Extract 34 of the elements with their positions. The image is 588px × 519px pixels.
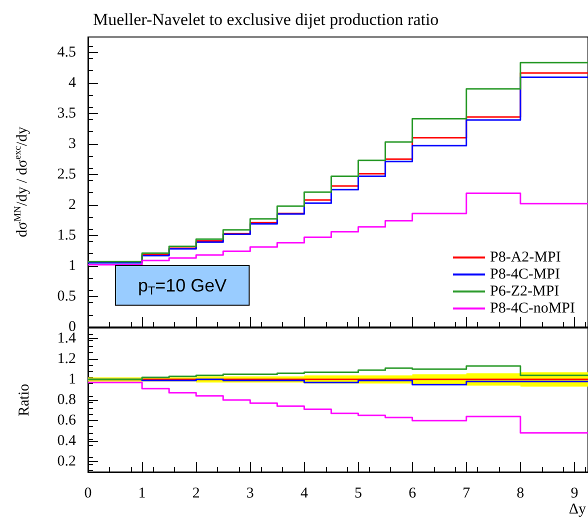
y-axis-title: dσMN/dy / dσexc/dy <box>12 126 30 238</box>
legend-label: P8-A2-MPI <box>490 250 561 266</box>
chart-title: Mueller-Navelet to exclusive dijet production ratio <box>93 10 439 29</box>
legend-label: P8-4C-noMPI <box>490 300 576 316</box>
y-tick-label: 2.5 <box>57 166 76 182</box>
y-axis-title: Ratio <box>16 384 32 416</box>
x-tick-label: 6 <box>408 486 417 502</box>
x-tick-label: 8 <box>516 486 524 502</box>
y-tick-label: 0.8 <box>57 392 76 408</box>
x-tick-label: 7 <box>462 486 471 502</box>
y-tick-label: 3 <box>68 136 76 152</box>
y-tick-label: 1 <box>68 371 76 388</box>
y-tick-label: 1.4 <box>57 330 76 346</box>
y-tick-label: 1.2 <box>57 350 76 367</box>
x-tick-label: 4 <box>300 486 308 502</box>
y-tick-label: 0.5 <box>57 288 76 304</box>
legend-label: P8-4C-MPI <box>490 266 560 282</box>
x-tick-label: 3 <box>246 486 254 502</box>
y-tick-label: 0.4 <box>57 433 76 450</box>
y-tick-label: 2 <box>68 196 76 213</box>
y-tick-label: 4.5 <box>57 44 76 60</box>
x-axis-title: Δy <box>568 502 586 518</box>
y-tick-label: 1.5 <box>57 227 76 244</box>
y-tick-label: 3.5 <box>57 105 76 122</box>
x-tick-label: 0 <box>84 486 92 502</box>
x-tick-label: 5 <box>354 486 362 502</box>
y-tick-label: 0.6 <box>57 412 76 429</box>
y-tick-label: 0.2 <box>57 454 76 470</box>
y-tick-label: 1 <box>68 258 76 274</box>
x-tick-label: 1 <box>138 486 146 502</box>
legend-label: P6-Z2-MPI <box>490 284 560 300</box>
x-tick-label: 9 <box>570 486 578 502</box>
x-tick-label: 2 <box>192 486 200 502</box>
y-tick-label: 4 <box>68 74 76 91</box>
